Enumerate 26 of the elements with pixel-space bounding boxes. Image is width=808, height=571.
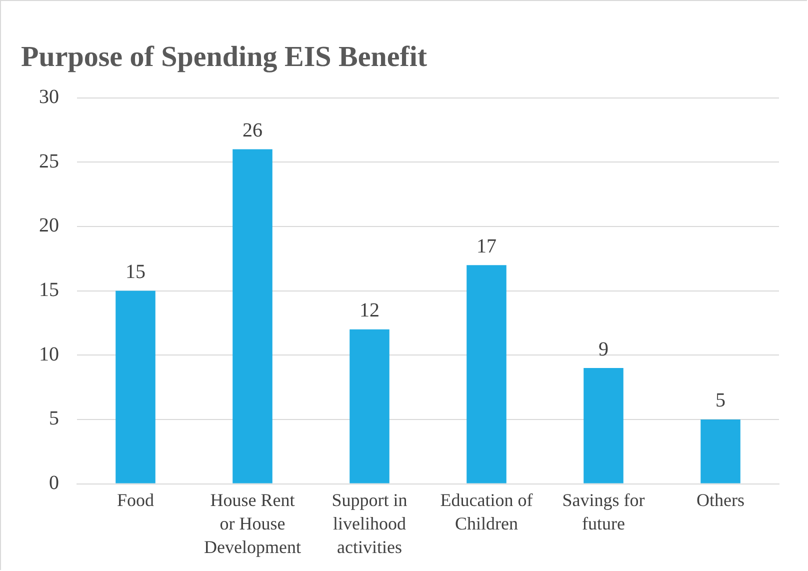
x-tick-label: Others bbox=[696, 490, 744, 510]
bar bbox=[584, 368, 624, 484]
x-tick-label: Education of Children bbox=[440, 490, 533, 534]
chart-title: Purpose of Spending EIS Benefit bbox=[21, 40, 428, 73]
data-label: 17 bbox=[476, 235, 496, 258]
y-tick-label: 25 bbox=[39, 150, 59, 172]
x-tick-label: Food bbox=[116, 490, 154, 510]
x-tick-label: Support in livelihood activities bbox=[332, 490, 408, 558]
data-label: 9 bbox=[598, 338, 608, 360]
y-tick-label: 0 bbox=[49, 472, 59, 494]
x-tick-label: House Rent or House Development bbox=[204, 490, 301, 558]
bar bbox=[466, 265, 506, 484]
bar bbox=[116, 290, 156, 484]
data-label: 26 bbox=[242, 120, 262, 142]
y-tick-label: 20 bbox=[39, 214, 59, 237]
bar bbox=[232, 149, 272, 484]
y-tick-label: 5 bbox=[49, 408, 59, 430]
data-label: 15 bbox=[126, 261, 146, 284]
data-label: 12 bbox=[360, 300, 380, 322]
x-tick-label: Savings for future bbox=[562, 490, 645, 534]
bar bbox=[350, 329, 390, 484]
data-label: 5 bbox=[716, 390, 726, 412]
bar bbox=[700, 419, 740, 484]
y-tick-label: 30 bbox=[39, 86, 59, 108]
y-tick-label: 10 bbox=[39, 343, 59, 366]
y-tick-label: 15 bbox=[39, 279, 59, 302]
